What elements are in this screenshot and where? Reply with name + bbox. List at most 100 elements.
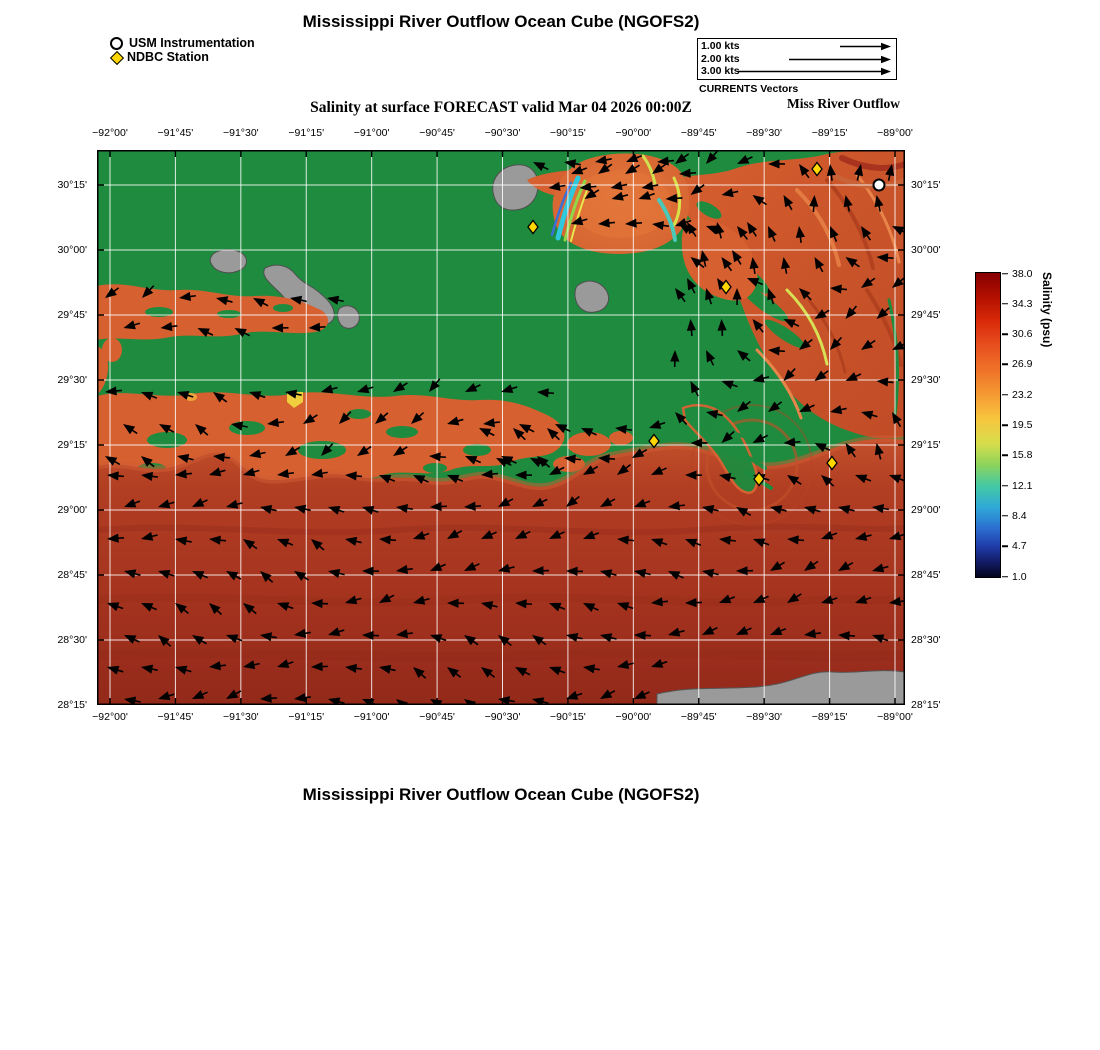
- lat-tick-label-right: 28°45': [911, 569, 941, 581]
- colorbar-tick-label: 8.4: [1012, 509, 1027, 522]
- lat-tick-label-right: 29°00': [911, 504, 941, 516]
- colorbar-tick-mark: [1002, 303, 1008, 305]
- currents-vector-key-box: 1.00 kts 2.00 kts 3.00 kts: [697, 38, 897, 80]
- lon-tick-label-top: −90°00': [615, 127, 652, 139]
- vector-key-arrow-icon: [789, 55, 891, 63]
- lon-tick-label-bottom: −92°00': [92, 711, 128, 723]
- lon-tick-label-top: −90°30': [484, 127, 521, 139]
- graticule-grid: [97, 150, 905, 705]
- lon-tick-label-bottom: −90°45': [419, 711, 455, 723]
- colorbar-tick-label: 34.3: [1012, 297, 1033, 310]
- lat-tick-label-left: 30°00': [57, 244, 87, 256]
- legend-row-usm: USM Instrumentation: [110, 36, 255, 50]
- ndbc-station-marker: [811, 161, 823, 177]
- lat-tick-label-right: 30°15': [911, 179, 941, 191]
- colorbar-tick-mark: [1002, 272, 1008, 275]
- usm-instrumentation-marker: [872, 178, 886, 192]
- lon-tick-label-bottom: −89°00': [877, 711, 913, 723]
- lon-tick-label-bottom: −90°30': [484, 711, 521, 723]
- lat-tick-label-left: 28°45': [57, 569, 87, 581]
- vector-key-speed-label: 2.00 kts: [701, 52, 740, 65]
- colorbar-tick-mark: [1002, 333, 1008, 335]
- vector-key-caption: CURRENTS Vectors: [699, 83, 799, 95]
- ndbc-legend-label: NDBC Station: [127, 50, 209, 64]
- station-legend: USM Instrumentation NDBC Station: [109, 36, 255, 65]
- lon-tick-label-bottom: −91°00': [353, 711, 390, 723]
- colorbar-tick-label: 26.9: [1012, 358, 1033, 371]
- colorbar-tick-mark: [1002, 424, 1008, 426]
- lat-tick-label-left: 29°30': [57, 374, 87, 386]
- colorbar-gradient: [975, 272, 1001, 578]
- colorbar-tick-label: 1.0: [1012, 570, 1027, 583]
- lon-tick-label-top: −89°45': [680, 127, 717, 139]
- lon-tick-label-top: −90°15': [550, 127, 586, 139]
- legend-row-ndbc: NDBC Station: [109, 50, 255, 65]
- map-subtitle: Salinity at surface FORECAST valid Mar 0…: [310, 99, 692, 116]
- lon-tick-label-bottom: −90°00': [615, 711, 652, 723]
- lat-tick-label-right: 29°15': [911, 439, 941, 451]
- colorbar-tick-label: 12.1: [1012, 479, 1033, 492]
- lon-tick-label-bottom: −89°45': [680, 711, 717, 723]
- lat-tick-label-left: 29°15': [57, 439, 87, 451]
- lat-tick-label-left: 28°30': [57, 634, 87, 646]
- vector-key-speed-label: 1.00 kts: [701, 40, 740, 52]
- usm-circle-icon: [110, 36, 123, 50]
- station-markers: [527, 161, 886, 487]
- lon-tick-label-bottom: −91°30': [222, 711, 259, 723]
- lake-pontchartrain: [550, 153, 690, 254]
- lon-tick-label-top: −89°00': [877, 127, 913, 139]
- colorbar-tick-mark: [1002, 545, 1008, 547]
- ndbc-station-marker: [753, 471, 765, 487]
- map-area: −92°00' −91°45' −91°30' −91°15' −91°00' −90°4…: [57, 127, 940, 723]
- lake-borgne: [681, 218, 758, 301]
- mississippi-delta: [681, 404, 813, 526]
- vector-key-arrow-icon: [738, 67, 891, 76]
- vector-key-row: 3.00 kts: [698, 65, 896, 78]
- map-frame: [97, 150, 905, 705]
- colorbar-tick-mark: [1002, 575, 1008, 578]
- lat-tick-label-left: 29°45': [57, 309, 87, 321]
- lon-tick-label-bottom: −89°30': [746, 711, 783, 723]
- lon-tick-label-bottom: −91°45': [157, 711, 194, 723]
- vector-key-rows: 1.00 kts 2.00 kts 3.00 kts: [698, 40, 896, 78]
- colorbar-tick-label: 38.0: [1012, 267, 1033, 280]
- region-label: Miss River Outflow: [787, 96, 900, 111]
- lat-tick-label-right: 28°30': [911, 634, 941, 646]
- lon-tick-label-bottom: −91°15': [288, 711, 325, 723]
- lon-tick-label-top: −89°15': [811, 127, 848, 139]
- colorbar-tick-label: 4.7: [1012, 540, 1027, 553]
- colorbar-tick-mark: [1002, 363, 1008, 366]
- ndbc-station-marker: [527, 219, 539, 235]
- usm-legend-label: USM Instrumentation: [129, 36, 255, 50]
- lon-tick-label-top: −91°45': [157, 127, 194, 139]
- lon-tick-label-top: −91°00': [353, 127, 390, 139]
- lat-tick-label-right: 29°45': [911, 309, 941, 321]
- vector-key-speed-label: 3.00 kts: [701, 65, 740, 77]
- colorbar-tick-mark: [1002, 393, 1008, 396]
- lon-tick-label-bottom: −90°15': [550, 711, 586, 723]
- ndbc-station-marker: [648, 433, 660, 449]
- lon-tick-label-top: −89°30': [746, 127, 783, 139]
- lon-tick-label-top: −92°00': [92, 127, 128, 139]
- salinity-map: [97, 150, 905, 705]
- vector-key-row: 1.00 kts: [698, 40, 896, 53]
- lat-tick-label-right: 29°30': [911, 374, 941, 386]
- colorbar-tick-mark: [1002, 515, 1008, 517]
- vector-key-arrow-icon: [840, 42, 891, 51]
- lat-tick-label-left: 30°15': [57, 179, 87, 191]
- lat-tick-label-right: 28°15': [911, 699, 941, 711]
- lat-tick-label-left: 29°00': [57, 504, 87, 516]
- colorbar-tick-label: 23.2: [1012, 388, 1033, 401]
- figure-title-top: Mississippi River Outflow Ocean Cube (NG…: [302, 12, 700, 31]
- colorbar-tick-label: 15.8: [1012, 449, 1033, 462]
- colorbar-tick-mark: [1002, 454, 1008, 457]
- colorbar-tick-mark: [1002, 484, 1008, 487]
- lon-tick-label-bottom: −89°15': [811, 711, 848, 723]
- lon-tick-label-top: −91°15': [288, 127, 325, 139]
- lat-tick-label-left: 28°15': [57, 699, 87, 711]
- lon-tick-label-top: −90°45': [419, 127, 455, 139]
- colorbar-tick-label: 19.5: [1012, 419, 1033, 431]
- lat-tick-label-right: 30°00': [911, 244, 941, 256]
- colorbar-axis-label: Salinity (psu): [1040, 272, 1054, 348]
- low-salinity-plume-streaks: [550, 154, 682, 242]
